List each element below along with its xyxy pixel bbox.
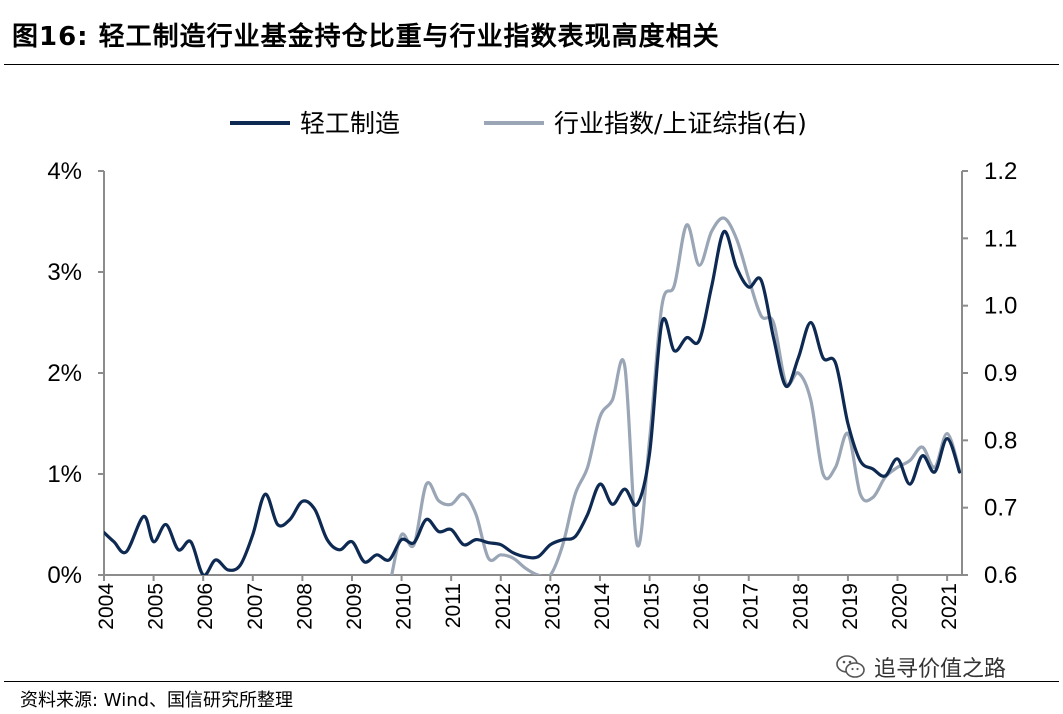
x-tick-label: 2015 (641, 583, 664, 630)
x-tick-label: 2008 (293, 583, 316, 630)
wechat-icon (836, 655, 865, 678)
y-left-tick-label: 1% (47, 461, 82, 488)
x-tick-label: 2017 (740, 583, 763, 630)
legend-item-index-ratio: 行业指数/上证综指(右) (484, 109, 807, 138)
x-tick-label: 2009 (343, 583, 366, 630)
y-right-tick-label: 0.6 (984, 562, 1017, 589)
x-tick-label: 2010 (393, 583, 416, 630)
series-line-light-industry (104, 229, 962, 575)
series-line-index-ratio (390, 216, 962, 575)
y-left-tick-label: 2% (47, 360, 82, 387)
y-right-tick-label: 0.7 (984, 495, 1017, 522)
bottom-rule (4, 681, 1059, 682)
x-tick-label: 2013 (541, 583, 564, 630)
watermark-text: 追寻价值之路 (874, 657, 1007, 682)
x-tick-label: 2004 (95, 583, 118, 630)
x-tick-label: 2016 (690, 583, 713, 630)
x-tick-label: 2012 (492, 583, 515, 630)
x-tick-label: 2007 (244, 583, 267, 630)
x-tick-label: 2011 (442, 583, 465, 628)
y-left-tick-label: 0% (47, 562, 82, 589)
x-tick-label: 2018 (789, 583, 812, 630)
x-tick-label: 2014 (591, 583, 614, 630)
x-tick-label: 2021 (938, 583, 961, 630)
top-rule (4, 64, 1059, 65)
y-left-tick-label: 3% (47, 259, 82, 286)
figure-title: 图16: 轻工制造行业基金持仓比重与行业指数表现高度相关 (12, 22, 720, 52)
x-tick-label: 2020 (889, 583, 912, 630)
y-right-tick-label: 1.0 (984, 293, 1017, 320)
line-chart: 0% 1% 2% 3% 4% 0.6 0.7 0.8 0.9 1.0 1.1 1.2 2004 2005 2… (47, 109, 1017, 630)
y-right-tick-label: 1.1 (984, 225, 1017, 252)
x-tick-label: 2019 (839, 583, 862, 630)
y-right-tick-label: 0.9 (984, 360, 1017, 387)
legend-label: 轻工制造 (300, 109, 400, 138)
source-note: 资料来源: Wind、国信研究所整理 (20, 690, 294, 711)
watermark: 追寻价值之路 (836, 652, 1006, 682)
y-right-tick-label: 1.2 (984, 158, 1017, 185)
x-tick-label: 2005 (145, 583, 168, 630)
legend-item-light-industry: 轻工制造 (230, 109, 400, 138)
figure-title-bar: 图16: 轻工制造行业基金持仓比重与行业指数表现高度相关 (0, 0, 1063, 64)
y-right-tick-label: 0.8 (984, 427, 1017, 454)
x-tick-label: 2006 (194, 583, 217, 630)
legend-label: 行业指数/上证综指(右) (554, 109, 807, 138)
y-left-tick-label: 4% (47, 158, 82, 185)
